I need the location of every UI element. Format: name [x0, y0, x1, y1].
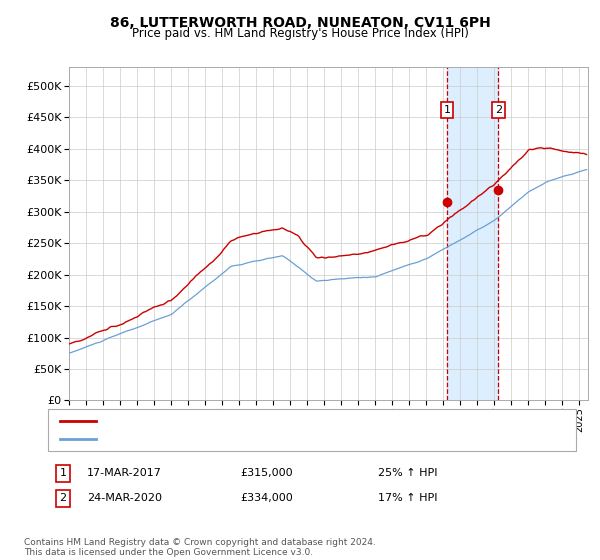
Text: 17-MAR-2017: 17-MAR-2017 — [87, 468, 162, 478]
Text: 86, LUTTERWORTH ROAD, NUNEATON, CV11 6PH (detached house): 86, LUTTERWORTH ROAD, NUNEATON, CV11 6PH… — [102, 416, 451, 426]
Text: 2: 2 — [59, 493, 67, 503]
Text: 25% ↑ HPI: 25% ↑ HPI — [378, 468, 437, 478]
Text: 86, LUTTERWORTH ROAD, NUNEATON, CV11 6PH: 86, LUTTERWORTH ROAD, NUNEATON, CV11 6PH — [110, 16, 490, 30]
Text: Price paid vs. HM Land Registry's House Price Index (HPI): Price paid vs. HM Land Registry's House … — [131, 27, 469, 40]
Text: £315,000: £315,000 — [240, 468, 293, 478]
Text: Contains HM Land Registry data © Crown copyright and database right 2024.
This d: Contains HM Land Registry data © Crown c… — [24, 538, 376, 557]
Text: HPI: Average price, detached house, Nuneaton and Bedworth: HPI: Average price, detached house, Nune… — [102, 434, 422, 444]
Bar — [447, 67, 499, 400]
Text: £334,000: £334,000 — [240, 493, 293, 503]
Text: 1: 1 — [443, 105, 451, 115]
Text: 17% ↑ HPI: 17% ↑ HPI — [378, 493, 437, 503]
Text: 24-MAR-2020: 24-MAR-2020 — [87, 493, 162, 503]
Text: 1: 1 — [59, 468, 67, 478]
Text: 2: 2 — [495, 105, 502, 115]
